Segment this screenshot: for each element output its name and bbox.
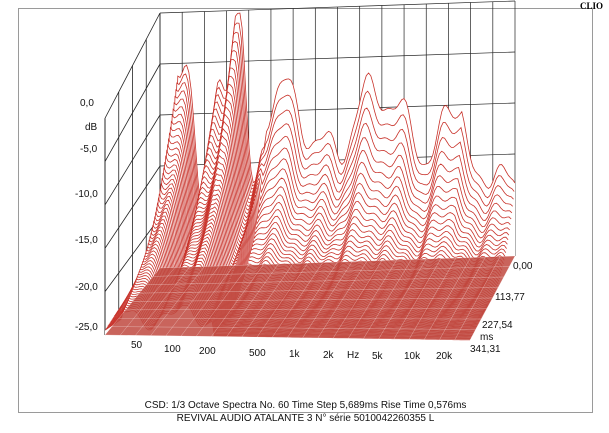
back-wall-grid-line [159,0,516,14]
z-tick-label: 113,77 [495,292,525,303]
spectrum-line [157,31,514,234]
y-tick-label: 0,0 [80,98,94,109]
x-tick-label: 50 [131,340,143,351]
clio-logo-text: CLIO [579,1,603,11]
x-tick-label: 20k [436,351,453,362]
floor-grid-line [159,255,516,269]
floor-grid-line [139,287,499,294]
spectrum-line [146,127,505,266]
z-unit-label: ms [480,332,493,343]
spectrum-line [154,58,512,239]
spectrum-line [158,22,515,232]
x-tick-label: 5k [372,351,384,362]
x-unit-label: Hz [347,350,359,361]
z-tick-label: 227,54 [482,320,513,331]
y-tick-label: -5,0 [80,144,98,155]
floor-grid-line [146,276,504,285]
x-tick-label: 100 [164,344,181,355]
spectrum-line [155,50,513,237]
z-tick-label: 341,31 [470,344,501,355]
floor-grid-line [132,297,493,302]
spectrum-line [159,12,516,230]
back-wall-grid-line [159,51,516,65]
spectrum-line [150,98,508,252]
floor-grid-line [111,326,476,330]
floor-grid-line [104,334,471,341]
x-tick-label: 500 [249,348,266,359]
x-tick-label: 200 [199,346,216,357]
axis-labels: 0,0 dB -5,0 -10,0 -15,0 -20,0 -25,0 50 1… [75,98,533,362]
spectrum-line [144,141,504,271]
y-tick-label: -25,0 [75,322,98,333]
decay-floor [104,255,516,341]
spectrum-line [153,75,510,243]
x-tick-label: 1k [289,349,301,360]
chart-caption-line-1: CSD: 1/3 Octave Spectra No. 60 Time Step… [144,400,467,411]
floor-grid-line [118,318,482,320]
z-tick-label: 0,00 [513,261,533,272]
spectrum-line [152,83,510,245]
spectrum-line [149,106,507,256]
x-tick-label: 2k [323,350,335,361]
spectrum-line [154,67,511,241]
chart-caption-line-2: REVIVAL AUDIO ATALANTE 3 N° série 501004… [176,413,435,424]
spectrum-line [151,91,509,248]
floor-grid-line [125,308,487,311]
spectrum-line [156,41,513,235]
x-tick-label: 10k [404,351,421,362]
spectrum-line [148,113,507,259]
spectrum-line [147,120,506,263]
floor-plane [105,256,515,340]
y-tick-label: -20,0 [75,282,98,293]
floor-grid-line [153,266,510,277]
spectrum-line [145,134,504,269]
y-tick-label: -10,0 [75,189,98,200]
y-tick-label: -15,0 [75,235,98,246]
y-unit-label: dB [85,122,98,133]
